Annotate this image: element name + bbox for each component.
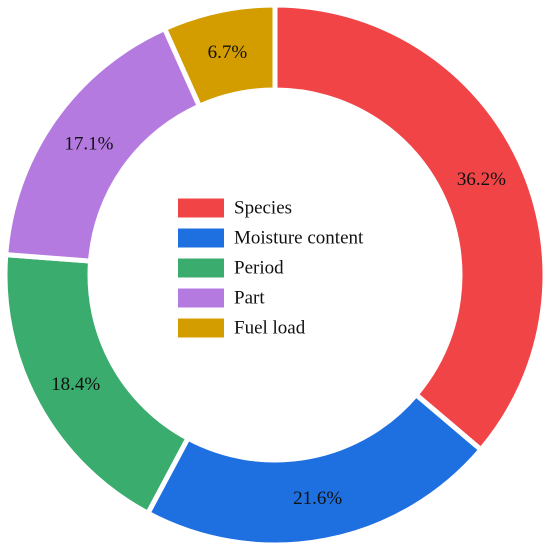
- legend-label-part: Part: [234, 288, 265, 309]
- slice-label-period: 18.4%: [51, 374, 100, 395]
- slice-labels: 36.2% 21.6% 18.4% 17.1% 6.7%: [51, 42, 506, 509]
- legend-swatch-part: [178, 288, 224, 308]
- slice-fuel-load: [161, 2, 278, 110]
- legend-label-moisture-content: Moisture content: [234, 228, 364, 249]
- legend-label-period: Period: [234, 258, 284, 279]
- slice-label-species: 36.2%: [457, 169, 506, 190]
- legend-swatch-fuel-load: [178, 318, 224, 338]
- slice-species: [272, 2, 548, 454]
- legend: Species Moisture content Period Part Fuel lo…: [178, 198, 364, 339]
- slice-label-moisture-content: 21.6%: [293, 488, 342, 509]
- slice-moisture-content: [144, 391, 485, 548]
- legend-label-species: Species: [234, 198, 292, 219]
- slice-label-part: 17.1%: [64, 134, 113, 155]
- slice-label-fuel-load: 6.7%: [208, 42, 248, 63]
- legend-swatch-period: [178, 258, 224, 278]
- legend-swatch-moisture-content: [178, 228, 224, 248]
- legend-swatch-species: [178, 198, 224, 218]
- legend-label-fuel-load: Fuel load: [234, 318, 306, 339]
